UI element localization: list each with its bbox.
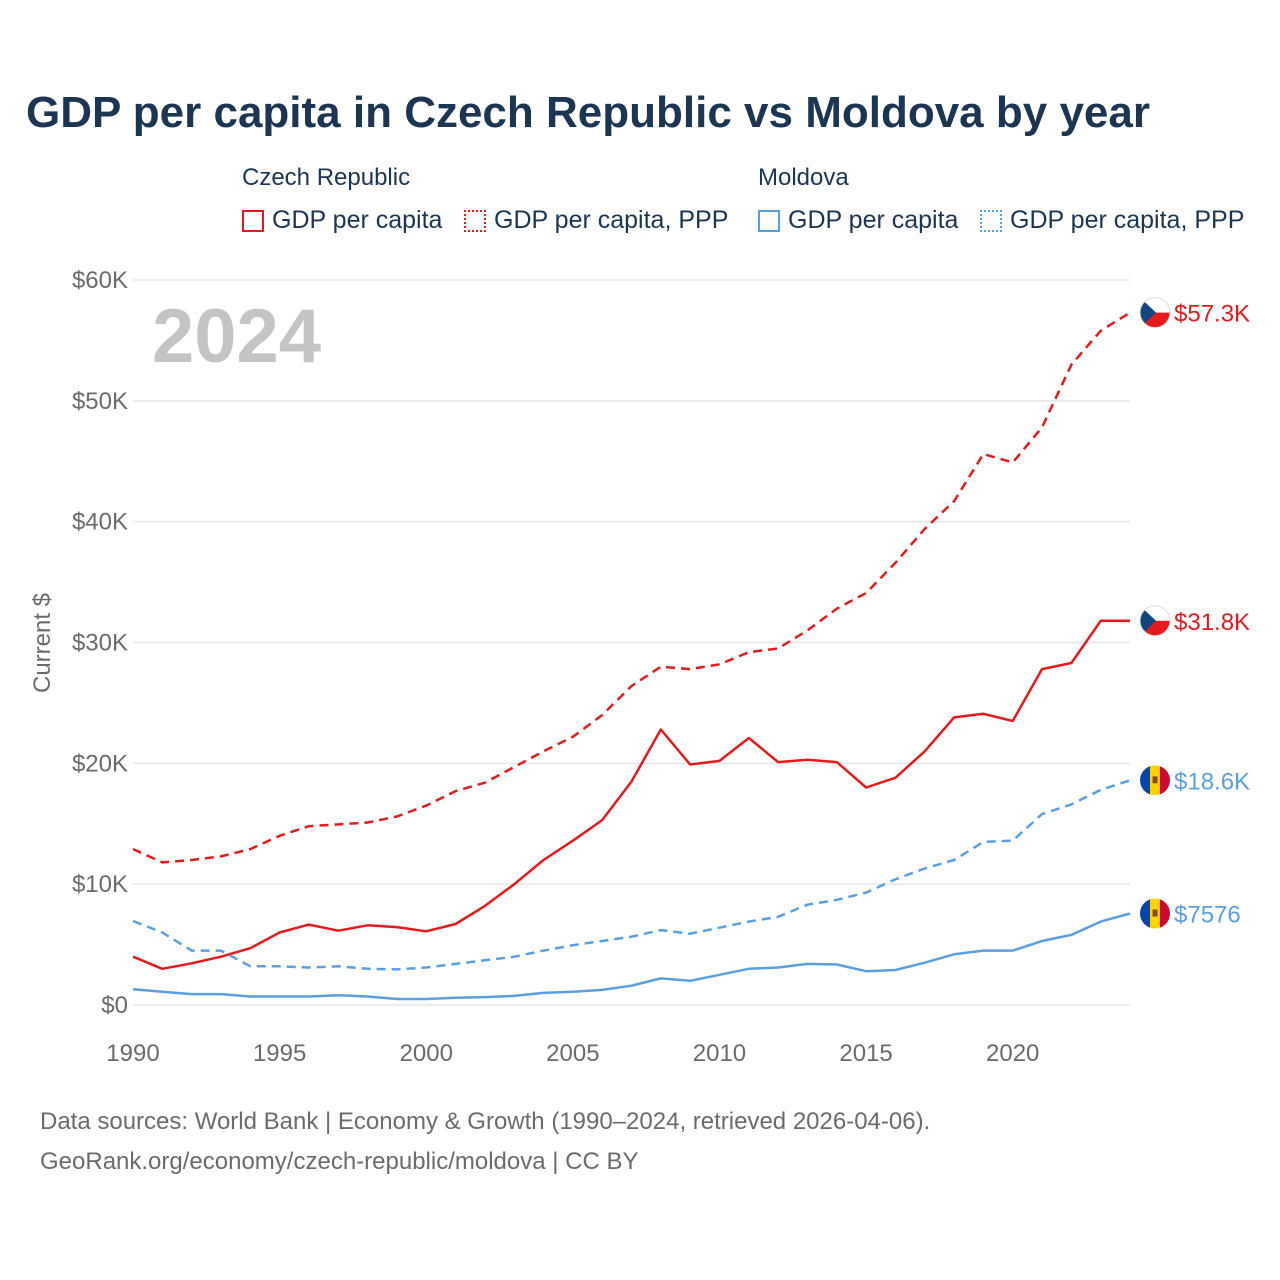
flag-red-band: [1160, 898, 1170, 929]
legend-swatch-czech-solid: [242, 209, 264, 232]
series-end-label-czech-solid: $31.8K: [1174, 609, 1250, 636]
flag-blue-triangle: [1140, 297, 1156, 328]
series-end-label-moldova-dashed: $18.6K: [1174, 768, 1250, 795]
footer-sources: Data sources: World Bank | Economy & Gro…: [40, 1108, 931, 1135]
series-end-label-czech-dashed: $57.3K: [1174, 301, 1250, 328]
flag-emblem: [1152, 776, 1158, 784]
flag-blue-triangle: [1140, 605, 1156, 636]
legend-label-moldova-gdp-ppp: GDP per capita, PPP: [1010, 206, 1245, 234]
moldova-flag-icon: [1140, 898, 1170, 929]
series-line-moldova-solid: [132, 912, 1131, 1001]
legend-group-czech-republic: Czech Republic: [242, 164, 411, 191]
legend-item-czech-gdp[interactable]: GDP per capita: [242, 206, 442, 235]
chart-title: GDP per capita in Czech Republic vs Mold…: [26, 88, 1150, 137]
series-end-label-moldova-solid: $7576: [1174, 901, 1241, 928]
legend-item-moldova-gdp[interactable]: GDP per capita: [758, 206, 958, 235]
series-line-moldova-dashed: [132, 779, 1131, 971]
x-tick-label: 2020: [986, 1040, 1039, 1067]
flag-outline: [1139, 297, 1171, 329]
footer-attribution[interactable]: GeoRank.org/economy/czech-republic/moldo…: [40, 1148, 639, 1175]
legend-label-czech-gdp: GDP per capita: [272, 206, 443, 234]
x-tick-label: 2015: [839, 1040, 892, 1067]
czech-flag-icon: [1139, 605, 1171, 637]
legend-swatch-moldova-solid: [758, 209, 780, 232]
series-line-czech-dashed: [132, 311, 1131, 864]
y-tick-label: $0: [101, 992, 128, 1019]
y-tick-label: $10K: [72, 871, 128, 898]
x-tick-label: 2010: [693, 1040, 746, 1067]
legend-label-czech-gdp-ppp: GDP per capita, PPP: [494, 206, 729, 234]
x-tick-label: 1990: [106, 1040, 159, 1067]
legend-item-moldova-gdp-ppp[interactable]: GDP per capita, PPP: [980, 206, 1244, 235]
year-watermark: 2024: [152, 294, 321, 379]
legend-group-moldova: Moldova: [758, 164, 849, 191]
flag-emblem: [1152, 909, 1158, 917]
y-tick-label: $40K: [72, 509, 128, 536]
legend-label-moldova-gdp: GDP per capita: [788, 206, 959, 234]
y-tick-label: $60K: [72, 267, 128, 294]
flag-blue-band: [1140, 765, 1150, 796]
y-tick-label: $20K: [72, 750, 128, 777]
flag-outline: [1139, 605, 1171, 637]
x-tick-label: 2005: [546, 1040, 599, 1067]
legend-swatch-czech-dashed: [464, 209, 486, 232]
legend-item-czech-gdp-ppp[interactable]: GDP per capita, PPP: [464, 206, 728, 235]
y-axis-title: Current $: [29, 593, 56, 693]
legend-swatch-moldova-dashed: [980, 209, 1002, 232]
x-tick-label: 1995: [253, 1040, 306, 1067]
series-line-czech-solid: [132, 619, 1130, 971]
x-tick-label: 2000: [400, 1040, 453, 1067]
czech-flag-icon: [1139, 297, 1171, 329]
flag-blue-band: [1140, 898, 1150, 929]
flag-red-band: [1160, 765, 1170, 796]
y-tick-label: $50K: [72, 388, 128, 415]
y-tick-label: $30K: [72, 630, 128, 657]
moldova-flag-icon: [1140, 765, 1170, 796]
